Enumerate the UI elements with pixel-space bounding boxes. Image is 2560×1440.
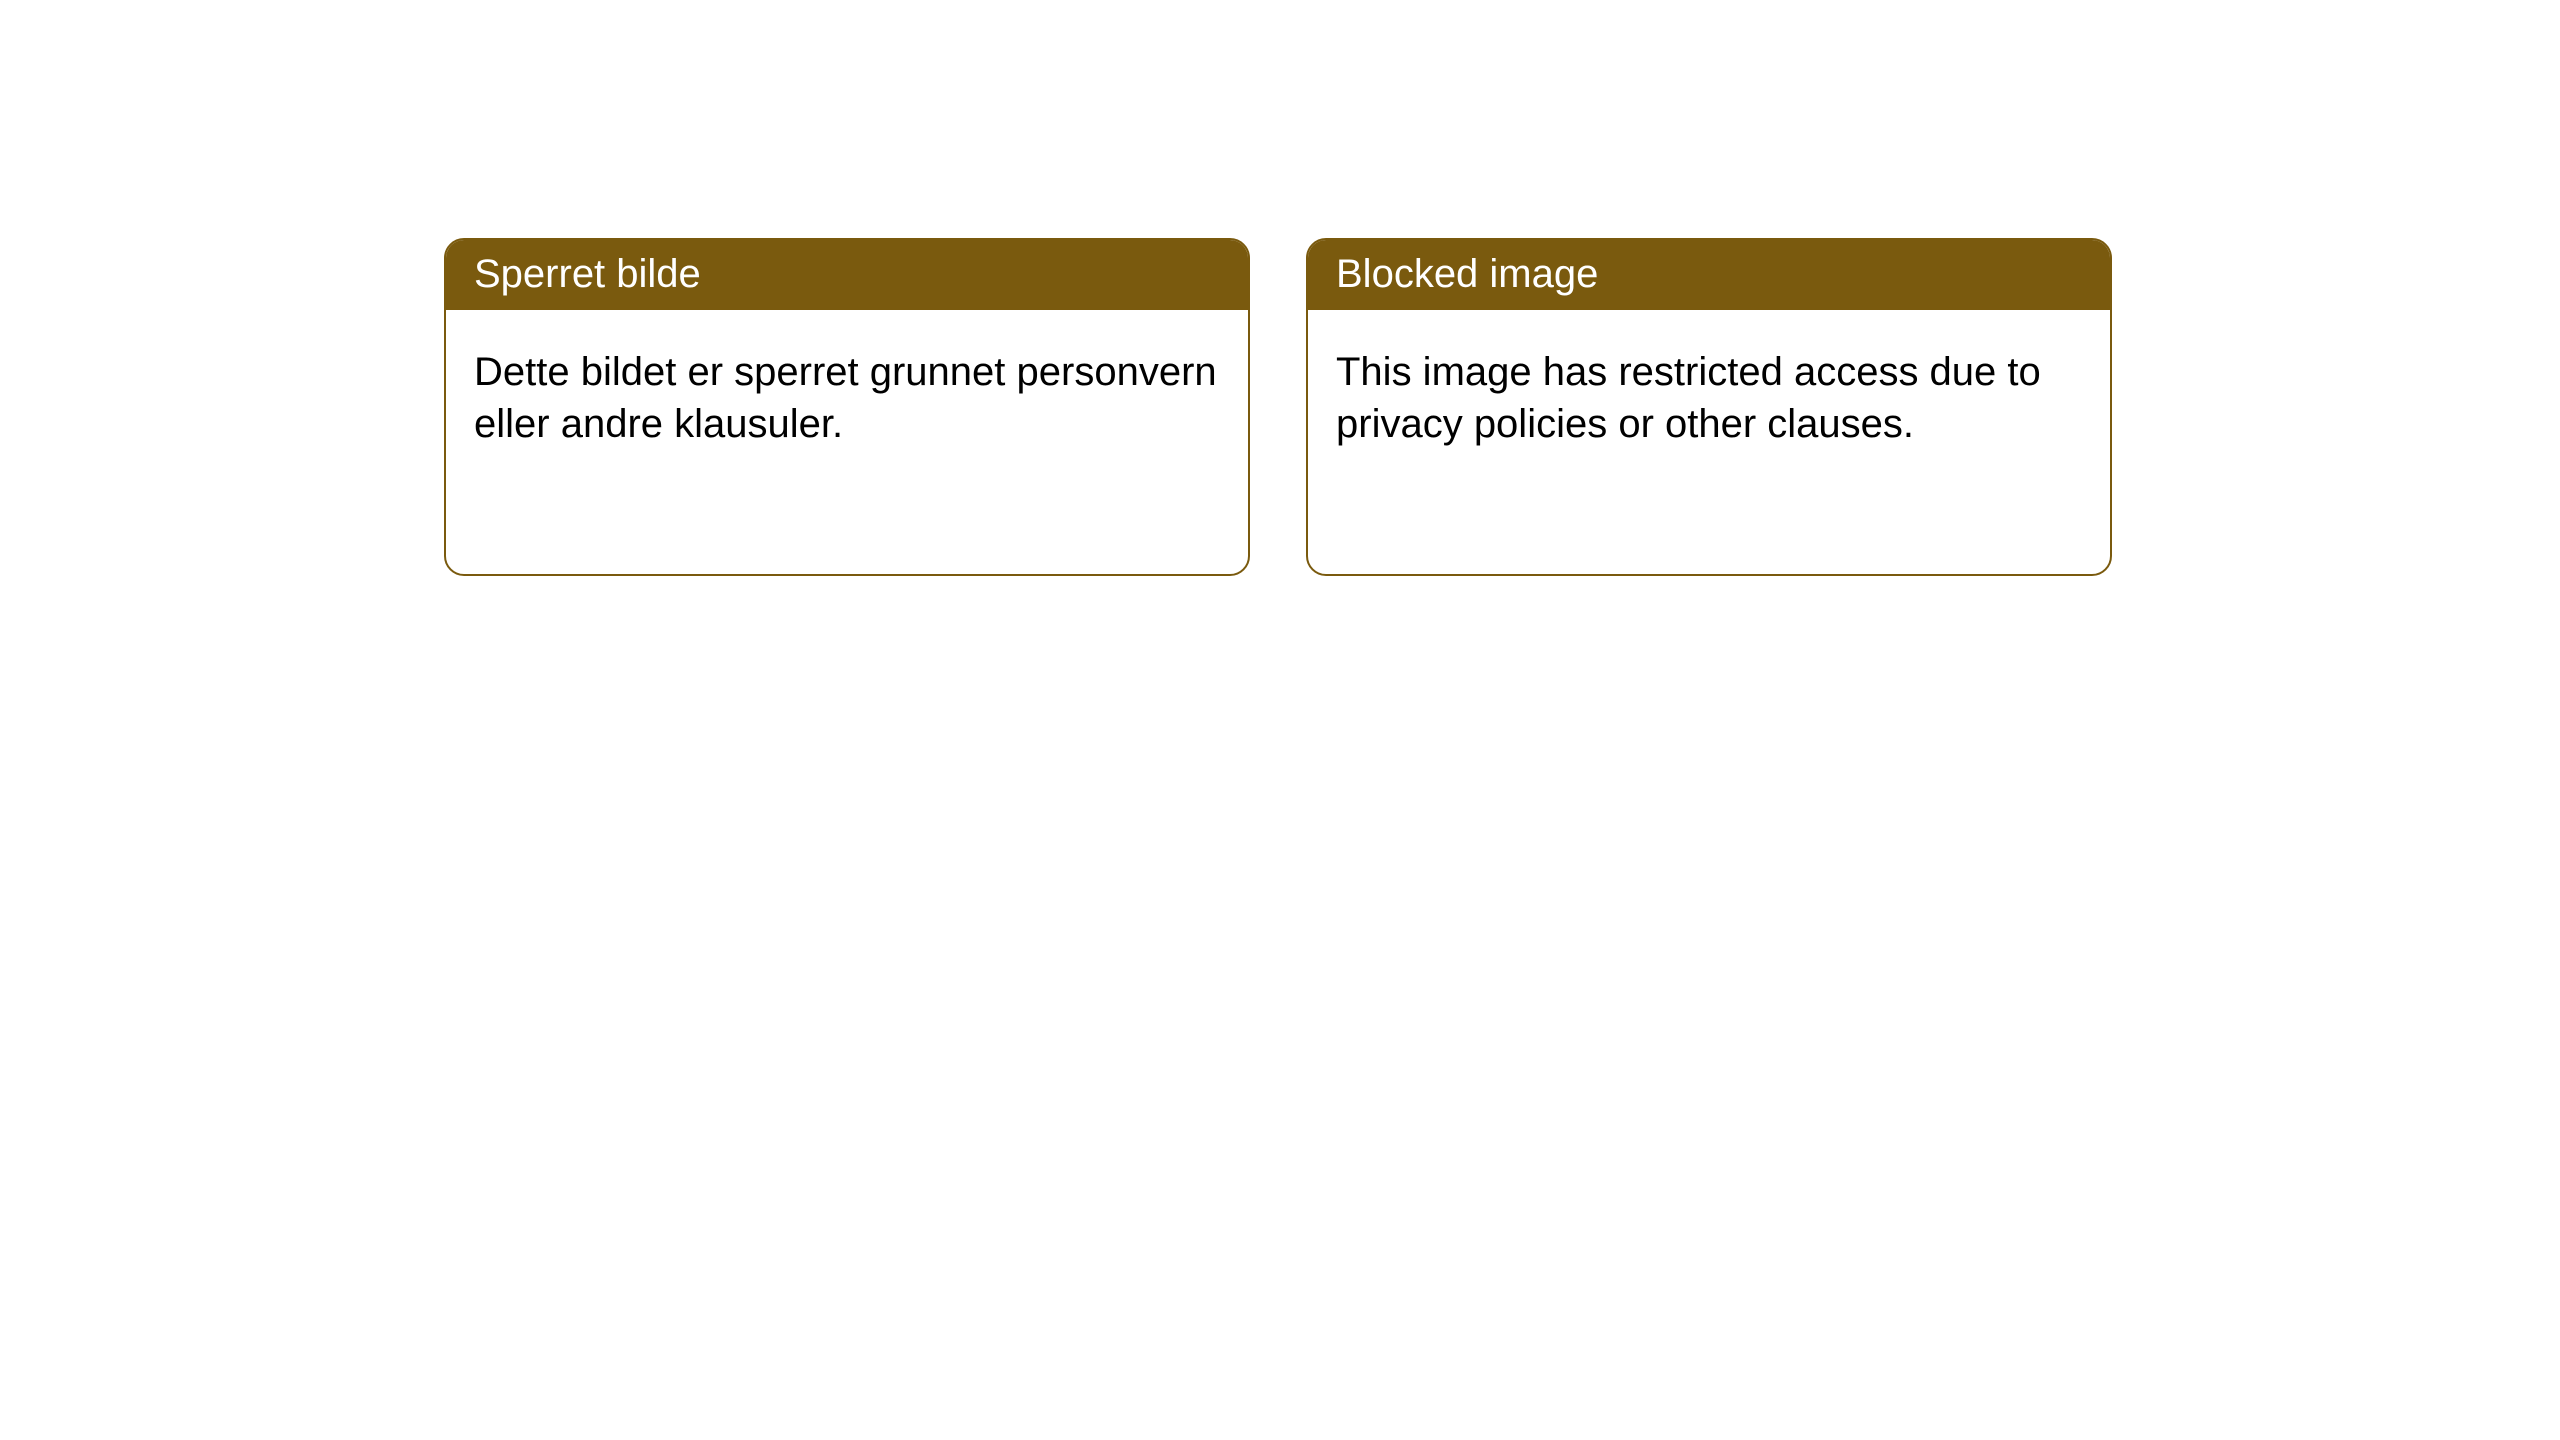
card-title: Sperret bilde — [474, 252, 701, 296]
card-body: Dette bildet er sperret grunnet personve… — [446, 310, 1248, 486]
card-body-text: Dette bildet er sperret grunnet personve… — [474, 350, 1217, 446]
card-body: This image has restricted access due to … — [1308, 310, 2110, 486]
card-title: Blocked image — [1336, 252, 1598, 296]
card-header: Blocked image — [1308, 240, 2110, 310]
blocked-image-card-no: Sperret bilde Dette bildet er sperret gr… — [444, 238, 1250, 576]
card-header: Sperret bilde — [446, 240, 1248, 310]
card-body-text: This image has restricted access due to … — [1336, 350, 2041, 446]
cards-container: Sperret bilde Dette bildet er sperret gr… — [0, 0, 2560, 576]
blocked-image-card-en: Blocked image This image has restricted … — [1306, 238, 2112, 576]
